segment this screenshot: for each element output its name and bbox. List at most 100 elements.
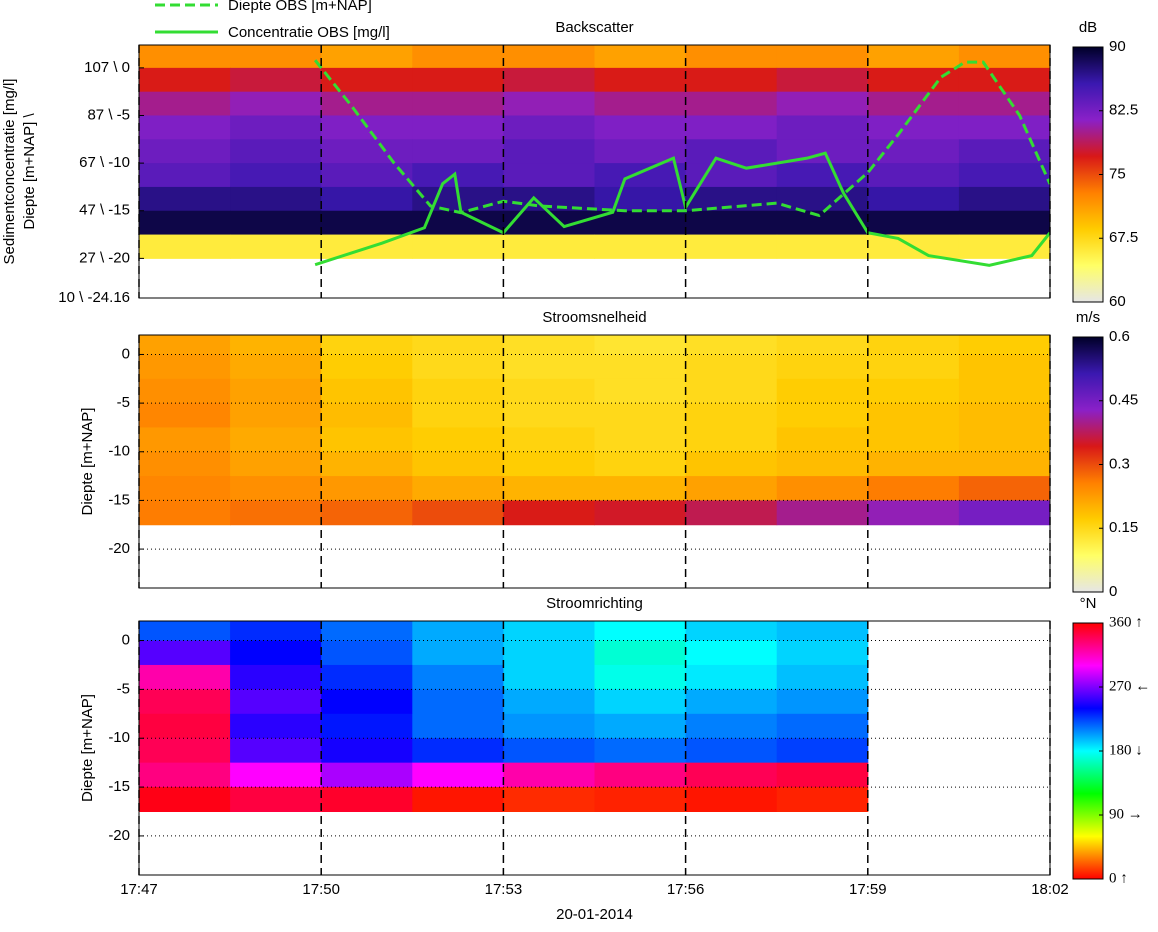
heat-cell bbox=[503, 476, 595, 501]
heat-cell bbox=[139, 45, 231, 69]
heat-cell bbox=[685, 45, 778, 69]
colorbar bbox=[1072, 622, 1104, 880]
heat-cell bbox=[230, 115, 322, 140]
heat-cell bbox=[685, 476, 778, 501]
heat-cell bbox=[321, 210, 413, 236]
heat-cell bbox=[230, 621, 322, 642]
colorbar bbox=[1072, 46, 1104, 303]
heat-cell bbox=[230, 186, 322, 212]
heat-cell bbox=[321, 762, 413, 788]
y-tick-label: -10 bbox=[108, 443, 130, 460]
heat-cell bbox=[776, 713, 869, 739]
y-tick-label: 10 \ -24.16 bbox=[58, 289, 130, 306]
series-line bbox=[314, 151, 1050, 267]
y-axis-label: Sedimentconcentratie [mg/l] bbox=[1, 79, 18, 265]
heat-cell bbox=[867, 378, 960, 404]
heat-cell bbox=[776, 476, 869, 501]
heat-cell bbox=[412, 640, 504, 666]
heat-cell bbox=[958, 45, 1050, 69]
heat-cell bbox=[321, 91, 413, 116]
heat-cell bbox=[594, 476, 687, 501]
heat-cell bbox=[139, 451, 231, 477]
heat-cell bbox=[776, 210, 869, 236]
heat-cell bbox=[776, 787, 869, 812]
heat-cell bbox=[594, 163, 687, 188]
heat-cell bbox=[139, 664, 231, 690]
heat-cell bbox=[776, 67, 869, 93]
heat-cell bbox=[412, 476, 504, 501]
heat-cell bbox=[412, 378, 504, 404]
heat-cell bbox=[867, 427, 960, 453]
heat-cell bbox=[503, 787, 595, 812]
y-tick-label: 67 \ -10 bbox=[79, 154, 130, 171]
heat-cell bbox=[594, 67, 687, 93]
heat-cell bbox=[321, 115, 413, 140]
heat-cell bbox=[503, 139, 595, 164]
heat-cell bbox=[230, 689, 322, 715]
heat-cell bbox=[594, 738, 687, 764]
heat-cell bbox=[503, 91, 595, 116]
heat-cell bbox=[503, 234, 595, 259]
colorbar-tick-label: 270 ← bbox=[1109, 678, 1150, 694]
heat-cell bbox=[412, 139, 504, 164]
heat-cell bbox=[230, 234, 322, 259]
heat-cell bbox=[412, 67, 504, 93]
colorbar-tick-label: 0.15 bbox=[1109, 519, 1138, 536]
heat-cell bbox=[685, 335, 778, 355]
y-tick-label: 87 \ -5 bbox=[87, 106, 130, 123]
x-tick-label: 17:59 bbox=[849, 881, 887, 898]
heat-cell bbox=[867, 403, 960, 428]
y-axis-label: Diepte [m+NAP] \ bbox=[21, 113, 38, 230]
heat-cell bbox=[230, 451, 322, 477]
heat-cell bbox=[412, 451, 504, 477]
heat-cell bbox=[230, 67, 322, 93]
heat-cell bbox=[230, 664, 322, 690]
heat-cell bbox=[230, 45, 322, 69]
heat-cell bbox=[503, 500, 595, 526]
y-tick-label: -10 bbox=[108, 729, 130, 746]
heat-cell bbox=[139, 163, 231, 188]
colorbar-tick-label: 0.6 bbox=[1109, 328, 1130, 345]
heat-cell bbox=[230, 713, 322, 739]
heat-cell bbox=[139, 427, 231, 453]
heat-cell bbox=[230, 427, 322, 453]
heat-cell bbox=[230, 335, 322, 355]
heat-cell bbox=[230, 738, 322, 764]
heat-cell bbox=[139, 500, 231, 526]
heat-cell bbox=[685, 139, 778, 164]
heat-cell bbox=[321, 621, 413, 642]
panel-title: Stroomrichting bbox=[546, 595, 643, 612]
heat-cell bbox=[867, 451, 960, 477]
x-tick-label: 17:50 bbox=[302, 881, 340, 898]
colorbar-tick-label: 0.45 bbox=[1109, 392, 1138, 409]
heat-cell bbox=[958, 354, 1050, 380]
heat-cell bbox=[776, 640, 869, 666]
heat-cell bbox=[594, 378, 687, 404]
heat-cell bbox=[139, 354, 231, 380]
colorbar-tick-label: 0 bbox=[1109, 583, 1117, 600]
heat-cell bbox=[958, 91, 1050, 116]
heat-cell bbox=[503, 427, 595, 453]
heat-cell bbox=[503, 738, 595, 764]
heat-cell bbox=[776, 45, 869, 69]
y-tick-label: 107 \ 0 bbox=[84, 59, 130, 76]
heat-cell bbox=[958, 427, 1050, 453]
heat-cell bbox=[321, 139, 413, 164]
heat-cell bbox=[321, 354, 413, 380]
heat-cell bbox=[321, 67, 413, 93]
heat-cell bbox=[685, 621, 778, 642]
y-tick-label: -5 bbox=[117, 394, 130, 411]
series-line bbox=[313, 59, 1050, 218]
heat-cell bbox=[867, 500, 960, 526]
heat-cell bbox=[776, 664, 869, 690]
heat-cell bbox=[958, 163, 1050, 188]
heat-cell bbox=[594, 664, 687, 690]
heat-cell bbox=[230, 403, 322, 428]
heat-cell bbox=[503, 45, 595, 69]
heat-cell bbox=[139, 689, 231, 715]
heat-cell bbox=[321, 186, 413, 212]
panel-title: Backscatter bbox=[555, 19, 633, 36]
heat-cell bbox=[867, 354, 960, 380]
heat-cell bbox=[594, 762, 687, 788]
colorbar-tick-label: 360 ↑ bbox=[1109, 614, 1143, 630]
